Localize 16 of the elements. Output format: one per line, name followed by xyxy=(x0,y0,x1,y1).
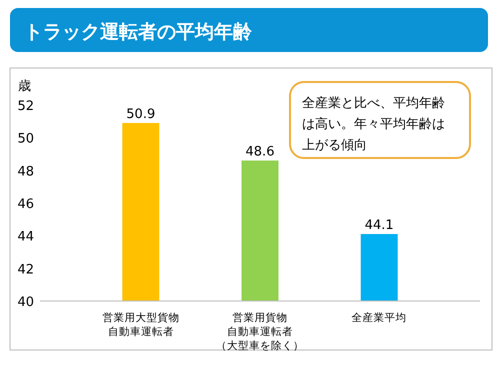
y-tick-label: 52 xyxy=(17,99,34,114)
y-tick-label: 48 xyxy=(17,164,34,180)
chart-title: トラック運転者の平均年齢 xyxy=(24,21,253,43)
data-label: 44.1 xyxy=(364,218,394,234)
annotation: 全産業と比べ、平均年齢は高い。年々平均年齢は上がる傾向 xyxy=(302,95,445,153)
x-tick-label: 営業用大型貨物自動車運転者 xyxy=(102,311,180,338)
y-tick-label: 42 xyxy=(17,262,34,278)
y-tick-label: 50 xyxy=(17,132,34,147)
x-tick-label: 全産業平均 xyxy=(352,311,407,324)
y-tick-label: 46 xyxy=(17,197,34,212)
y-tick-label: 40 xyxy=(17,295,34,310)
x-tick-label: 営業用貨物自動車運転者（大型車を除く） xyxy=(216,311,304,352)
data-label: 48.6 xyxy=(246,144,274,160)
data-label: 50.9 xyxy=(126,106,156,122)
y-tick-label: 44 xyxy=(17,230,34,245)
y-axis-title: 歳 xyxy=(18,79,31,94)
